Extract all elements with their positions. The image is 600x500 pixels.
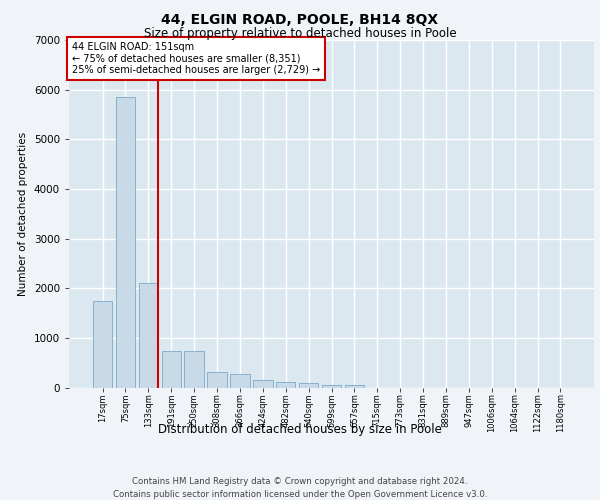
Bar xyxy=(253,380,272,388)
Bar xyxy=(116,97,135,388)
Bar xyxy=(344,384,364,388)
Bar xyxy=(208,372,227,388)
Bar xyxy=(322,385,341,388)
Text: Contains HM Land Registry data © Crown copyright and database right 2024.: Contains HM Land Registry data © Crown c… xyxy=(132,478,468,486)
Y-axis label: Number of detached properties: Number of detached properties xyxy=(18,132,28,296)
Bar xyxy=(230,374,250,388)
Text: Contains public sector information licensed under the Open Government Licence v3: Contains public sector information licen… xyxy=(113,490,487,499)
Bar xyxy=(139,283,158,388)
Text: 44 ELGIN ROAD: 151sqm
← 75% of detached houses are smaller (8,351)
25% of semi-d: 44 ELGIN ROAD: 151sqm ← 75% of detached … xyxy=(71,42,320,75)
Bar xyxy=(93,300,112,388)
Text: Distribution of detached houses by size in Poole: Distribution of detached houses by size … xyxy=(158,422,442,436)
Text: 44, ELGIN ROAD, POOLE, BH14 8QX: 44, ELGIN ROAD, POOLE, BH14 8QX xyxy=(161,12,439,26)
Text: Size of property relative to detached houses in Poole: Size of property relative to detached ho… xyxy=(143,28,457,40)
Bar xyxy=(161,352,181,388)
Bar xyxy=(276,382,295,388)
Bar xyxy=(299,383,319,388)
Bar xyxy=(184,352,204,388)
